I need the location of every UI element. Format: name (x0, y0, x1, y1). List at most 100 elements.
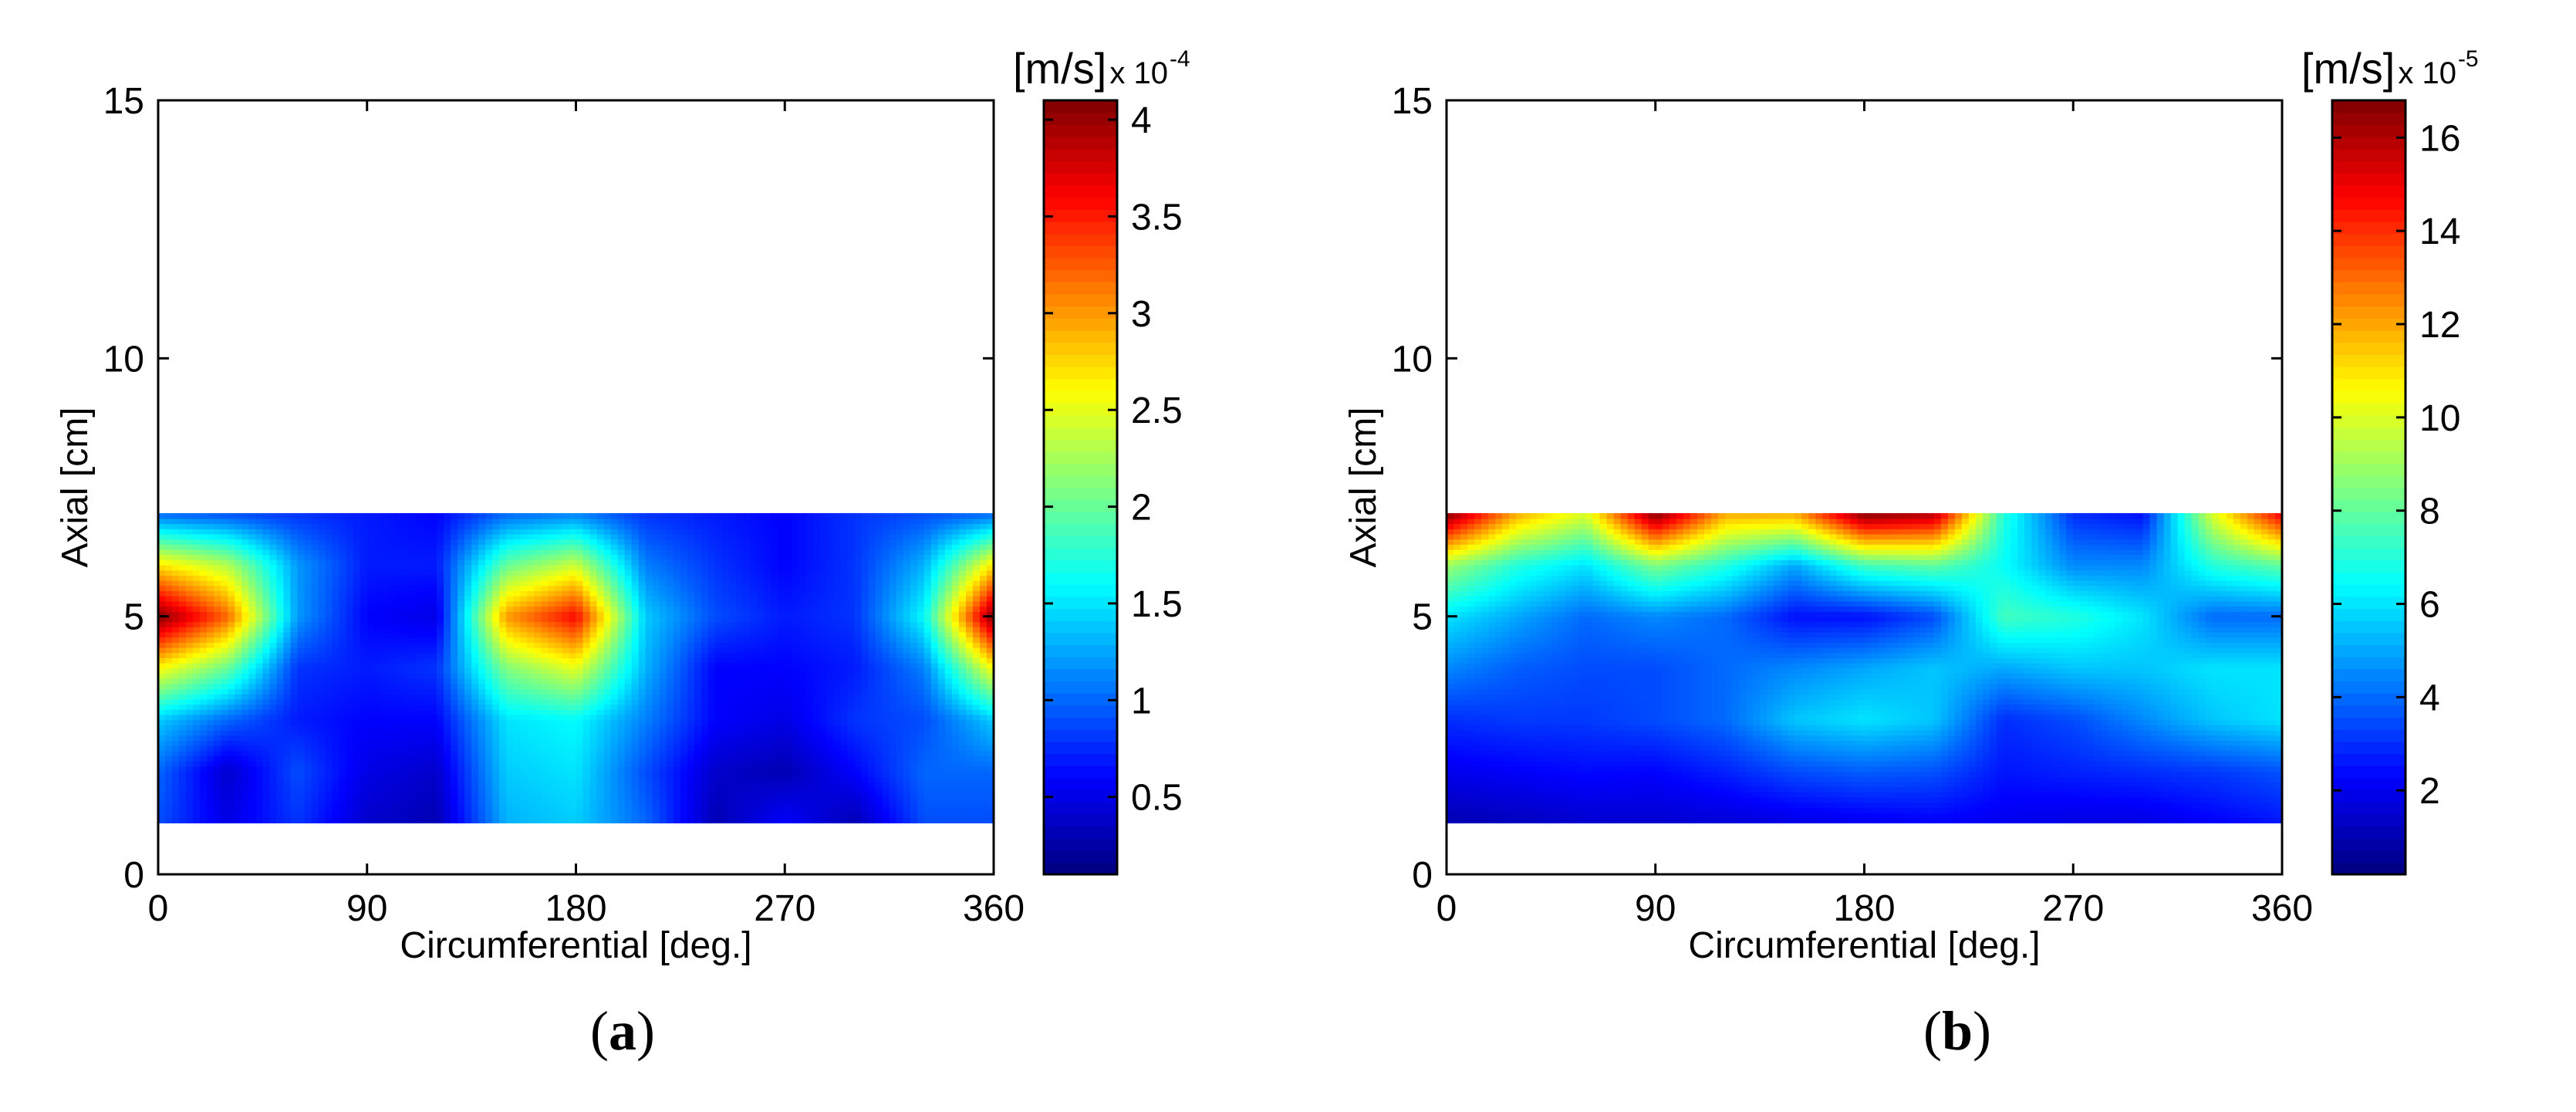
heatmap-cell (722, 796, 730, 803)
heatmap-cell (986, 668, 994, 674)
heatmap-cell (826, 631, 835, 638)
heatmap-cell (750, 631, 758, 638)
heatmap-cell (283, 668, 292, 674)
heatmap-cell (214, 802, 222, 808)
heatmap-cell (785, 693, 793, 700)
heatmap-cell (193, 714, 201, 721)
heatmap-cell (917, 781, 925, 788)
heatmap-cell (548, 802, 556, 808)
heatmap-cell (673, 693, 681, 700)
heatmap-cell (276, 776, 285, 782)
heatmap-cell (951, 771, 960, 777)
heatmap-cell (673, 637, 681, 643)
heatmap-cell (666, 755, 674, 762)
heatmap-cell (638, 735, 647, 741)
heatmap-cell (951, 647, 960, 654)
heatmap-cell (548, 683, 556, 690)
heatmap-cell (485, 760, 493, 767)
heatmap-cell (771, 786, 779, 793)
heatmap-cell (200, 725, 208, 731)
heatmap-cell (248, 766, 257, 772)
heatmap-cell (812, 616, 821, 623)
heatmap-cell (214, 745, 222, 752)
heatmap-cell (408, 817, 417, 823)
heatmap-cell (297, 745, 306, 752)
heatmap-cell (562, 807, 570, 813)
heatmap-cell (492, 606, 501, 612)
heatmap-cell (903, 735, 911, 741)
heatmap-cell (680, 802, 688, 808)
heatmap-cell (847, 745, 856, 752)
heatmap-cell (680, 631, 688, 638)
heatmap-cell (917, 673, 925, 679)
heatmap-cell (805, 693, 814, 700)
heatmap-cell (875, 637, 883, 643)
heatmap-cell (366, 807, 375, 813)
heatmap-cell (325, 755, 333, 762)
heatmap-cell (276, 760, 285, 767)
heatmap-cell (944, 698, 953, 705)
heatmap-cell (555, 812, 563, 819)
heatmap-cell (889, 817, 897, 823)
heatmap-cell (659, 725, 667, 731)
heatmap-cell (596, 693, 605, 700)
heatmap-cell (380, 729, 389, 736)
heatmap-cell (339, 740, 347, 746)
heatmap-cell (228, 631, 236, 638)
heatmap-cell (276, 802, 285, 808)
heatmap-cell (346, 725, 354, 731)
heatmap-cell (826, 812, 835, 819)
heatmap-cell (193, 796, 201, 803)
heatmap-cell (186, 796, 194, 803)
heatmap-cell (200, 719, 208, 725)
heatmap-cell (444, 652, 451, 658)
heatmap-cell (186, 817, 194, 823)
heatmap-cell (624, 796, 633, 803)
heatmap-cell (896, 745, 904, 752)
heatmap-cell (868, 781, 876, 788)
heatmap-cell (332, 812, 340, 819)
heatmap-cell (833, 668, 842, 674)
heatmap-cell (576, 678, 584, 684)
heatmap-cell (958, 647, 967, 654)
heatmap-cell (743, 755, 751, 762)
heatmap-cell (158, 657, 166, 664)
heatmap-cell (429, 792, 437, 798)
heatmap-cell (471, 807, 479, 813)
heatmap-cell (228, 740, 236, 746)
heatmap-cell (297, 647, 306, 654)
heatmap-cell (228, 698, 236, 705)
heatmap-cell (736, 719, 744, 725)
heatmap-cell (582, 683, 591, 690)
heatmap-cell (833, 693, 842, 700)
heatmap-cell (868, 725, 876, 731)
heatmap-cell (158, 642, 166, 648)
heatmap-cell (847, 735, 856, 741)
heatmap-cell (241, 652, 250, 658)
heatmap-cell (645, 642, 653, 648)
heatmap-cell (930, 616, 939, 623)
heatmap-cell (451, 693, 458, 700)
heatmap-cell (235, 678, 243, 684)
heatmap-cell (437, 781, 444, 788)
heatmap-cell (548, 714, 556, 721)
heatmap-cell (778, 719, 786, 725)
heatmap-cell (631, 627, 640, 633)
heatmap-cell (826, 657, 835, 664)
heatmap-cell (736, 729, 744, 736)
heatmap-cell (826, 621, 835, 627)
heatmap-cell (617, 750, 626, 757)
heatmap-cell (457, 771, 465, 777)
heatmap-cell (903, 673, 911, 679)
heatmap-cell (415, 642, 424, 648)
heatmap-cell (373, 606, 382, 612)
heatmap-cell (387, 817, 396, 823)
heatmap-cell (485, 771, 493, 777)
heatmap-cell (373, 704, 382, 710)
heatmap-cell (778, 642, 786, 648)
heatmap-cell (861, 750, 869, 757)
heatmap-cell (937, 786, 946, 793)
heatmap-cell (680, 627, 688, 633)
heatmap-cell (408, 776, 417, 782)
heatmap-cell (422, 693, 430, 700)
